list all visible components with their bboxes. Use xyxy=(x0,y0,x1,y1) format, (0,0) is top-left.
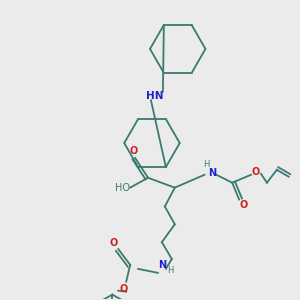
Text: O: O xyxy=(252,167,260,177)
Text: HO: HO xyxy=(115,183,130,193)
Text: O: O xyxy=(119,284,128,294)
Text: HN: HN xyxy=(146,91,164,100)
Text: H: H xyxy=(167,266,173,275)
Text: H: H xyxy=(203,160,210,169)
Text: O: O xyxy=(129,146,137,156)
Text: O: O xyxy=(109,238,118,248)
Text: N: N xyxy=(208,168,217,178)
Text: O: O xyxy=(239,200,247,211)
Text: N: N xyxy=(158,260,166,270)
